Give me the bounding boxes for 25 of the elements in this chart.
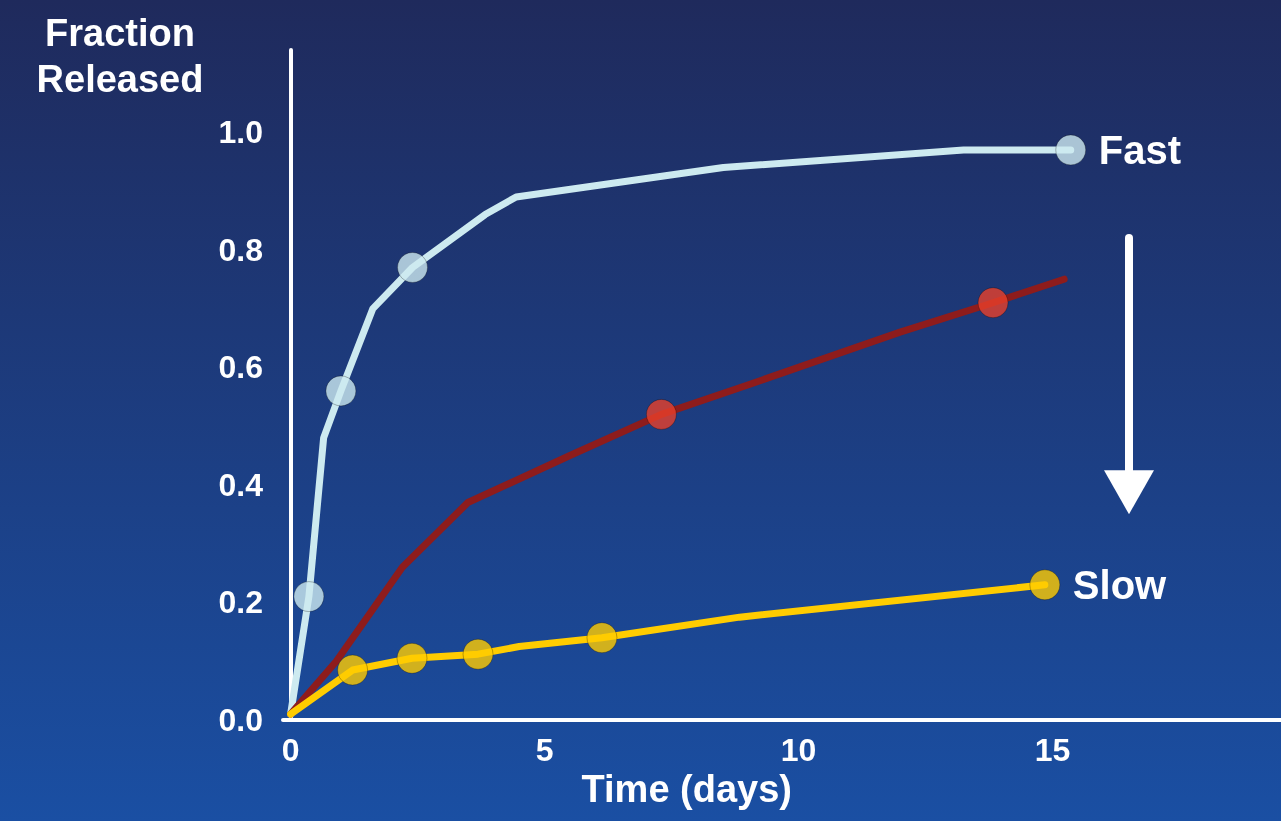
point: [462, 638, 494, 670]
point: [293, 581, 325, 613]
point: [645, 398, 677, 430]
x-tick-label: 10: [780, 732, 817, 768]
point: [325, 375, 357, 407]
point: [1055, 134, 1087, 166]
y-tick-label: 0.2: [218, 584, 263, 621]
x-axis-title: Time (days): [581, 768, 793, 810]
point: [397, 251, 429, 283]
annotation: Fast: [1098, 127, 1181, 172]
point: [337, 654, 369, 686]
y-tick-label: 1.0: [218, 114, 263, 151]
annotation: Slow: [1072, 562, 1168, 607]
x-tick-label: 15: [1034, 732, 1071, 768]
x-tick-label: 0: [281, 732, 300, 768]
point: [1029, 569, 1061, 601]
point: [396, 642, 428, 674]
point: [977, 287, 1009, 319]
x-tick-label: 5: [535, 732, 554, 768]
y-tick-label: 0.6: [218, 349, 263, 386]
y-axis-title: Fraction Released: [36, 12, 204, 100]
y-tick-label: 0.4: [218, 466, 264, 503]
y-tick-label: 0.8: [218, 231, 263, 268]
y-tick-label: 0.0: [218, 702, 263, 738]
point: [586, 622, 618, 654]
